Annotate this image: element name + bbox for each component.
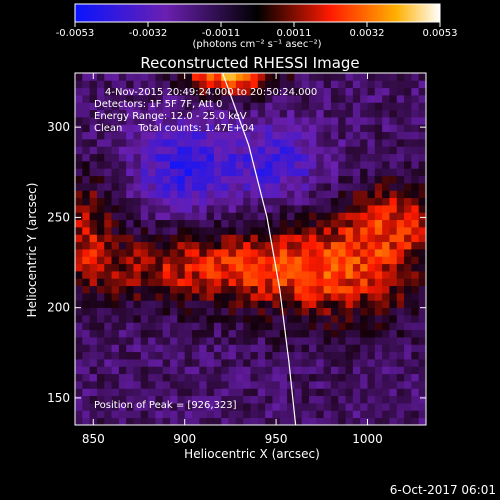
annotation-energy: Energy Range: 12.0 - 25.0 keV bbox=[94, 111, 247, 122]
colorbar-units: (photons cm⁻² s⁻¹ asec⁻²) bbox=[192, 39, 321, 50]
heatmap-image bbox=[75, 73, 426, 425]
colorbar-tick-label: -0.0053 bbox=[56, 28, 95, 39]
colorbar-tick-label: -0.0032 bbox=[129, 28, 168, 39]
y-tick-label: 300 bbox=[47, 120, 70, 134]
colorbar-tick-label: -0.0011 bbox=[202, 28, 241, 39]
y-axis-ticks: 150 200 250 300 bbox=[47, 120, 426, 405]
colorbar-tick-label: 0.0011 bbox=[277, 28, 312, 39]
colorbar-tick-label: 0.0053 bbox=[423, 28, 458, 39]
x-tick-label: 850 bbox=[82, 432, 105, 446]
chart-title: Reconstructed RHESSI Image bbox=[140, 54, 359, 72]
annotation-counts: Clean Total counts: 1.47E+04 bbox=[94, 123, 254, 134]
y-tick-label: 250 bbox=[47, 210, 70, 224]
y-axis-label: Heliocentric Y (arcsec) bbox=[25, 183, 39, 318]
colorbar-ticks: -0.0053 -0.0032 -0.0011 0.0011 0.0032 0.0053 bbox=[56, 22, 458, 39]
y-tick-label: 150 bbox=[47, 391, 70, 405]
x-tick-label: 1000 bbox=[352, 432, 383, 446]
x-tick-label: 900 bbox=[173, 432, 196, 446]
footer-date: 6-Oct-2017 06:01 bbox=[390, 483, 496, 497]
x-axis-label: Heliocentric X (arcsec) bbox=[184, 447, 320, 461]
solar-limb-curve bbox=[221, 73, 297, 425]
peak-position-label: Position of Peak = [926,323] bbox=[94, 400, 237, 411]
annotation-time: 4-Nov-2015 20:49:24.000 to 20:50:24.000 bbox=[105, 87, 317, 98]
colorbar-tick-label: 0.0032 bbox=[350, 28, 385, 39]
x-tick-label: 950 bbox=[265, 432, 288, 446]
colorbar bbox=[74, 3, 441, 23]
y-tick-label: 200 bbox=[47, 301, 70, 315]
plot-frame bbox=[74, 72, 427, 426]
x-axis-ticks: 850 900 950 1000 bbox=[82, 73, 383, 446]
annotation-detectors: Detectors: 1F 5F 7F, Att 0 bbox=[94, 99, 222, 110]
